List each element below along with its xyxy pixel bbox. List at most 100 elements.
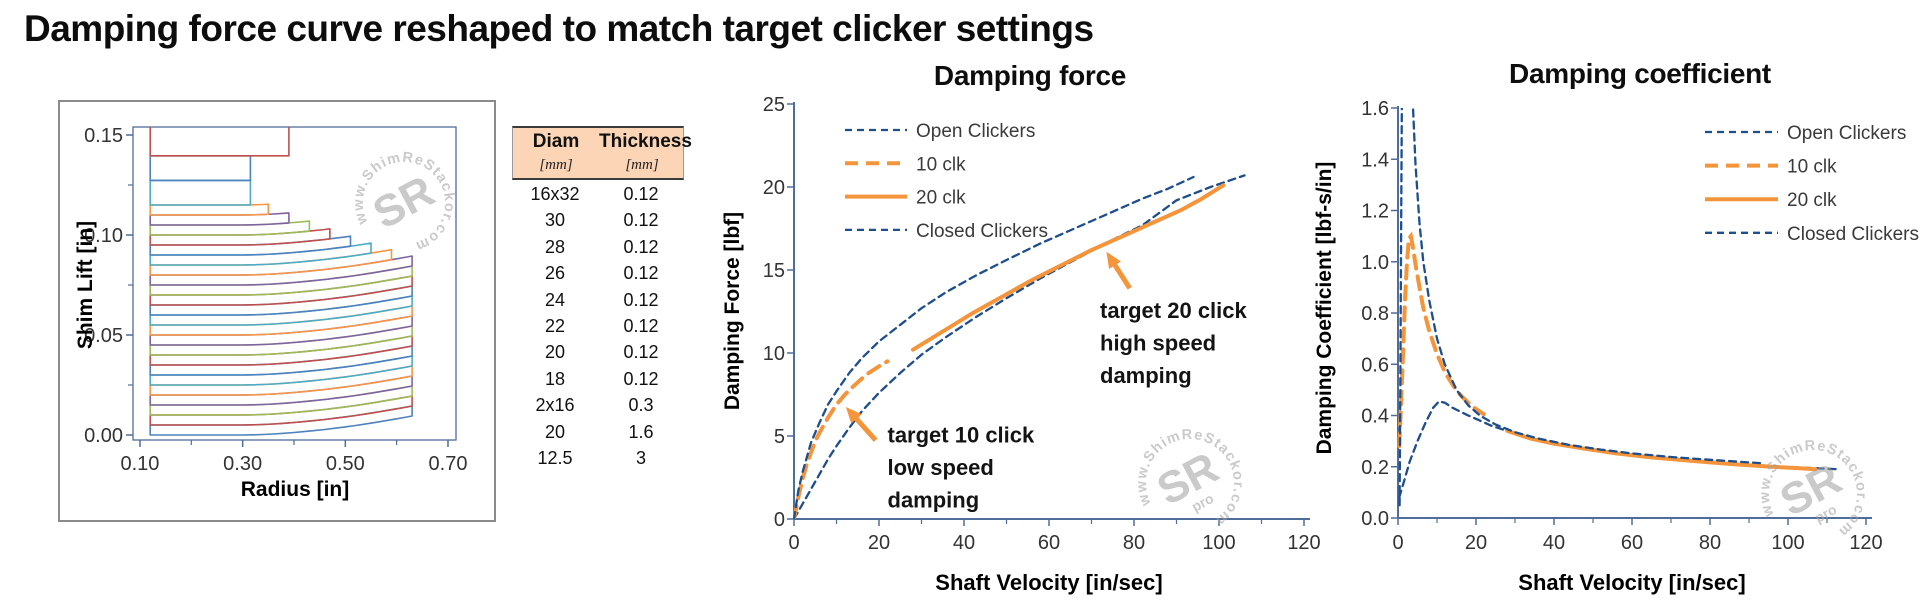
shim-outline [149, 127, 290, 157]
annotation-text: low speed [888, 455, 994, 480]
shim-outline [149, 345, 413, 376]
series-10-clk [1397, 231, 1486, 449]
damping-coefficient-y-tick-label: 0.0 [1361, 508, 1389, 530]
damping-coefficient-y-tick-label: 0.6 [1361, 354, 1389, 376]
damping-coefficient-x-tick-label: 60 [1621, 532, 1643, 554]
shim-plot-xlabel: Radius [in] [240, 478, 350, 501]
table-row: 30 0.12 [512, 210, 684, 236]
shim-stack-y-tick-label: 0.05 [84, 325, 123, 347]
annotation-arrow-shaft [1111, 261, 1132, 290]
annotation-text: target 10 click [888, 423, 1036, 448]
coefficient-chart-ylabel: Damping Coefficient [lbf-s/in] [1313, 161, 1336, 455]
shim-stack-y-tick-label: 0.15 [84, 125, 123, 147]
table-cell-diam: 16x32 [530, 184, 580, 204]
table-row: 18 0.12 [512, 369, 684, 395]
damping-coefficient-x-tick-label: 120 [1849, 532, 1882, 554]
damping-coefficient-x-tick-label: 20 [1465, 532, 1487, 554]
damping-force-x-tick-label: 100 [1202, 532, 1235, 554]
damping-force-y-tick-label: 15 [763, 260, 785, 282]
shim-plot-ylabel: Shim Lift [in] [74, 220, 97, 350]
damping-force-x-tick-label: 20 [868, 532, 890, 554]
damping-force-x-tick-label: 60 [1038, 532, 1060, 554]
damping-coefficient-y-tick-label: 1.4 [1361, 149, 1389, 171]
shim-stack-x-tick-label: 0.30 [223, 453, 262, 475]
table-row: 16x32 0.12 [512, 184, 684, 210]
shim-stack-y-tick-label: 0.00 [84, 425, 123, 447]
shim-outline [149, 375, 413, 406]
annotation-text: target 20 click [1100, 298, 1248, 323]
shim-outline [149, 315, 413, 346]
table-row: 22 0.12 [512, 316, 684, 342]
damping-force-y-tick-label: 5 [774, 426, 785, 448]
series-closed-clickers [793, 175, 1195, 519]
shim-outline [149, 395, 413, 426]
damping-force-x-tick-label: 40 [953, 532, 975, 554]
table-row: 26 0.12 [512, 263, 684, 289]
shim-outline [149, 275, 413, 306]
shim-outline [149, 365, 413, 396]
table-cell-diam: 30 [544, 210, 566, 231]
series-20-clk [911, 183, 1226, 352]
shim-outline [149, 155, 252, 182]
table-row: 20 0.12 [512, 342, 684, 368]
force-chart-title: Damping force [933, 60, 1127, 91]
shim-outline [149, 295, 413, 326]
damping-coefficient-x-tick-label: 100 [1771, 532, 1804, 554]
shim-stack-x-tick-label: 0.70 [429, 453, 468, 475]
damping-coefficient-x-tick-label: 40 [1543, 532, 1565, 554]
series-10-clk [793, 359, 890, 519]
legend-label-closed-clickers: Closed Clickers [1787, 224, 1919, 245]
table-cell-thickness: 0.12 [623, 210, 659, 231]
table-cell-thickness: 0.12 [623, 289, 659, 310]
shim-outline [149, 335, 413, 366]
table-row: 12.5 3 [512, 448, 684, 474]
annotation-text: damping [888, 487, 980, 512]
table-cell-thickness: 0.12 [623, 263, 659, 284]
legend-label-10-clk: 10 clk [916, 154, 966, 175]
damping-coefficient-x-tick-label: 80 [1699, 532, 1721, 554]
coefficient-chart-title: Damping coefficient [1509, 58, 1771, 89]
annotation-arrow-shaft [852, 414, 878, 442]
series-20-clk [1505, 428, 1818, 472]
legend-label-10-clk: 10 clk [1787, 157, 1837, 178]
legend-label-20-clk: 20 clk [916, 188, 966, 209]
table-row: 28 0.12 [512, 237, 684, 263]
coefficient-chart-xlabel: Shaft Velocity [in/sec] [1518, 570, 1746, 595]
page-title: Damping force curve reshaped to match ta… [24, 8, 1094, 49]
table-unit-diam: [mm] [539, 157, 573, 173]
shim-outline [149, 265, 413, 296]
annotation-arrow-head [845, 406, 862, 424]
damping-force-y-tick-label: 10 [763, 343, 785, 365]
damping-coefficient-x-tick-label: 0 [1392, 532, 1403, 554]
legend-label-closed-clickers: Closed Clickers [916, 221, 1048, 242]
shim-outline [149, 325, 413, 356]
shim-stack-y-tick-label: 0.10 [84, 225, 123, 247]
shim-outline [149, 285, 413, 316]
table-cell-diam: 26 [544, 263, 566, 284]
table-cell-diam: 20 [544, 421, 566, 442]
shim-stack-panel [58, 100, 496, 522]
damping-coefficient-y-tick-label: 0.8 [1361, 303, 1389, 325]
damping-coefficient-y-tick-label: 1.0 [1361, 252, 1389, 274]
damping-coefficient-y-tick-label: 1.2 [1361, 201, 1389, 223]
shim-table-header: Diam Thickness [mm] [mm] [512, 126, 692, 180]
shim-outline [149, 405, 413, 436]
table-cell-diam: 2x16 [535, 395, 575, 416]
force-chart-ylabel: Damping Force [lbf] [721, 211, 744, 411]
table-row: 20 1.6 [512, 422, 684, 448]
table-cell-thickness: 0.12 [623, 316, 659, 336]
damping-force-x-tick-label: 80 [1123, 532, 1145, 554]
table-cell-diam: 12.5 [537, 448, 573, 468]
table-cell-thickness: 0.12 [623, 342, 659, 363]
table-cell-diam: 20 [544, 342, 566, 363]
shim-stack-x-tick-label: 0.50 [326, 453, 365, 475]
annotation-arrow-head [1106, 251, 1121, 269]
shim-outline [149, 355, 413, 386]
table-cell-diam: 22 [544, 316, 566, 336]
legend-label-open-clickers: Open Clickers [1787, 123, 1906, 144]
table-cell-thickness: 1.6 [628, 421, 654, 442]
shim-outline [149, 203, 270, 216]
table-row: 2x16 0.3 [512, 395, 684, 421]
damping-force-y-tick-label: 0 [774, 509, 785, 531]
